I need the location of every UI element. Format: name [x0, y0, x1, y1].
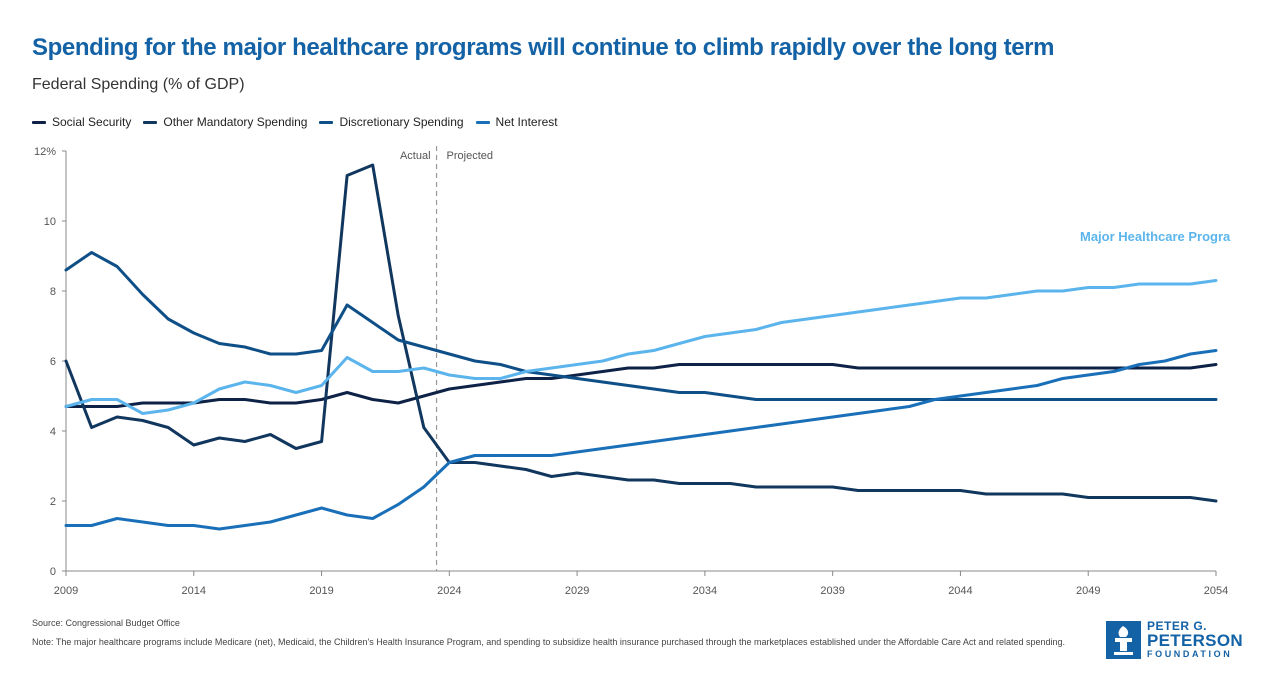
x-tick-label: 2044: [948, 585, 972, 597]
y-tick-label: 4: [50, 426, 56, 438]
series-line-other-mandatory-spending: [64, 163, 1218, 503]
x-tick-label: 2039: [820, 585, 844, 597]
logo-line-3: FOUNDATION: [1147, 649, 1233, 659]
legend-label-net-interest: Net Interest: [495, 115, 558, 129]
logo-line-1: PETER G.: [1147, 619, 1208, 633]
line-chart: 0 2 4 6 8 10 12% 2009 2014 2019 2024 2029 2034 2039 20…: [34, 146, 1231, 597]
logo-text: PETER G. PETERSON FOUNDATION: [1147, 620, 1243, 659]
footer-source: Source: Congressional Budget Office: [32, 618, 180, 628]
y-tick-label: 12%: [34, 146, 56, 158]
legend-label-other-mandatory: Other Mandatory Spending: [163, 115, 308, 129]
series-line-social-security: [64, 363, 1218, 408]
chart-subtitle: Federal Spending (% of GDP): [32, 76, 245, 93]
chart-legend: Social Security Other Mandatory Spending…: [32, 115, 570, 129]
legend-item-net-interest: Net Interest: [475, 115, 558, 129]
legend-item-social-security: Social Security: [32, 115, 131, 129]
legend-swatch-social-security: [32, 120, 46, 124]
series-line-discretionary-spending: [64, 251, 1218, 401]
peterson-foundation-logo: PETER G. PETERSON FOUNDATION: [1106, 620, 1243, 659]
chart-series: [64, 163, 1218, 531]
chart-labels: 0 2 4 6 8 10 12% 2009 2014 2019 2024 2029 2034 2039 20…: [34, 146, 1231, 597]
healthcare-series-label: Major Healthcare Progra: [1080, 229, 1231, 244]
legend-item-other-mandatory: Other Mandatory Spending: [143, 115, 307, 129]
x-tick-label: 2049: [1076, 585, 1100, 597]
projected-label: Projected: [447, 150, 493, 162]
legend-item-discretionary: Discretionary Spending: [319, 115, 464, 129]
y-tick-label: 6: [50, 356, 56, 368]
logo-line-2: PETERSON: [1147, 631, 1243, 650]
legend-label-social-security: Social Security: [52, 115, 132, 129]
legend-swatch-other-mandatory: [143, 120, 158, 124]
series-line-major-healthcare-programs: [64, 279, 1218, 415]
x-tick-label: 2054: [1204, 585, 1228, 597]
y-tick-label: 8: [50, 286, 56, 298]
y-tick-label: 0: [50, 566, 56, 578]
y-tick-label: 10: [44, 216, 56, 228]
y-tick-label: 2: [50, 496, 56, 508]
chart-axes: [62, 146, 1217, 576]
x-tick-label: 2014: [182, 585, 206, 597]
torch-logo-icon: [1106, 620, 1141, 659]
legend-swatch-net-interest: [475, 120, 490, 124]
x-tick-label: 2024: [437, 585, 461, 597]
x-tick-label: 2019: [309, 585, 333, 597]
chart-title: Spending for the major healthcare progra…: [32, 34, 1055, 61]
legend-label-discretionary: Discretionary Spending: [339, 115, 464, 129]
x-tick-label: 2034: [693, 585, 717, 597]
x-tick-label: 2009: [54, 585, 78, 597]
x-tick-label: 2029: [565, 585, 589, 597]
series-line-net-interest: [64, 349, 1218, 531]
actual-label: Actual: [400, 150, 431, 162]
footer-note: Note: The major healthcare programs incl…: [32, 637, 1065, 647]
legend-swatch-discretionary: [319, 120, 334, 124]
